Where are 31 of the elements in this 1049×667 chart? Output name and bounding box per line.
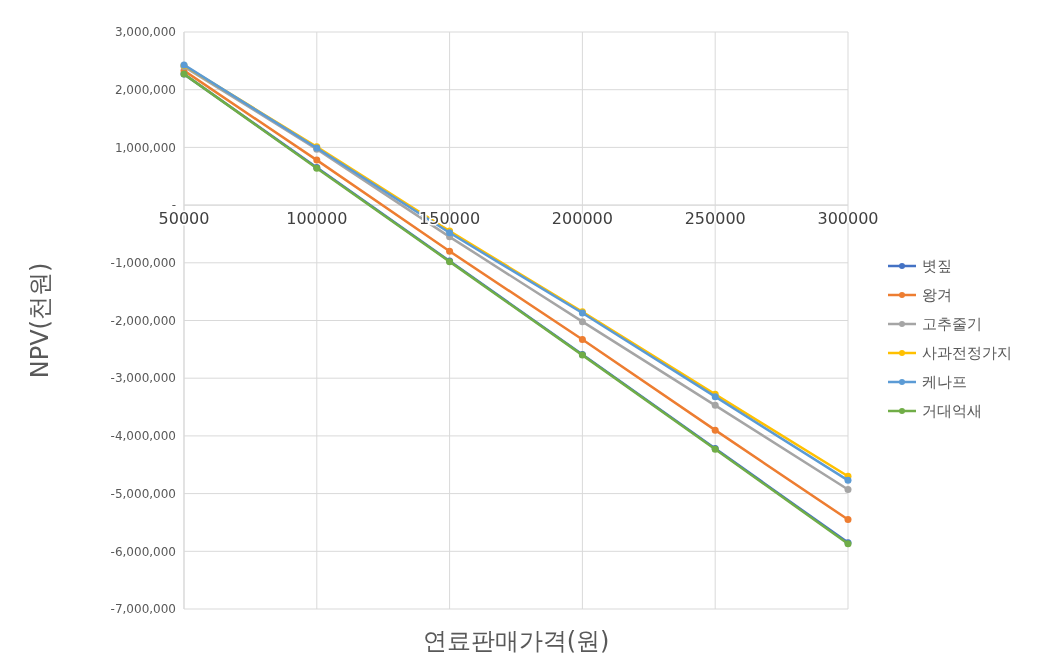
point [711, 426, 719, 434]
point [844, 486, 852, 494]
y-tick-label: -1,000,000 [110, 256, 176, 270]
legend-label: 볏짚 [922, 257, 952, 276]
y-tick-label: -3,000,000 [110, 371, 176, 386]
legend-label: 왕겨 [922, 286, 952, 305]
y-tick-label: -6,000,000 [110, 544, 176, 559]
y-tick-label: 1,000,000 [114, 140, 176, 155]
point [313, 156, 321, 164]
x-tick-label: 250000 [684, 209, 746, 229]
y-tick-label: -5,000,000 [110, 486, 176, 501]
legend-label: 고추줄기 [922, 315, 982, 334]
point [844, 516, 852, 524]
y-tick-label: 3,000,000 [114, 25, 176, 40]
y-tick-label: -4,000,000 [110, 429, 176, 444]
y-tick-label: -7,000,000 [110, 602, 176, 617]
point [711, 401, 719, 409]
point [578, 318, 586, 326]
legend-label: 거대억새 [922, 402, 982, 421]
x-axis-title: 연료판매가격(원) [422, 627, 610, 655]
y-tick-label: 2,000,000 [114, 82, 176, 97]
y-tick-label: -2,000,000 [110, 313, 176, 328]
x-tick-label: 300000 [817, 209, 879, 229]
point [844, 476, 852, 484]
legend-label: 케나프 [922, 373, 967, 392]
legend-label: 사과전정가지 [922, 344, 1012, 363]
x-tick-label: 100000 [286, 209, 348, 229]
point [446, 247, 454, 255]
y-axis-title: NPV(천원) [26, 262, 54, 379]
x-tick-label: 200000 [551, 209, 613, 229]
point [578, 336, 586, 344]
